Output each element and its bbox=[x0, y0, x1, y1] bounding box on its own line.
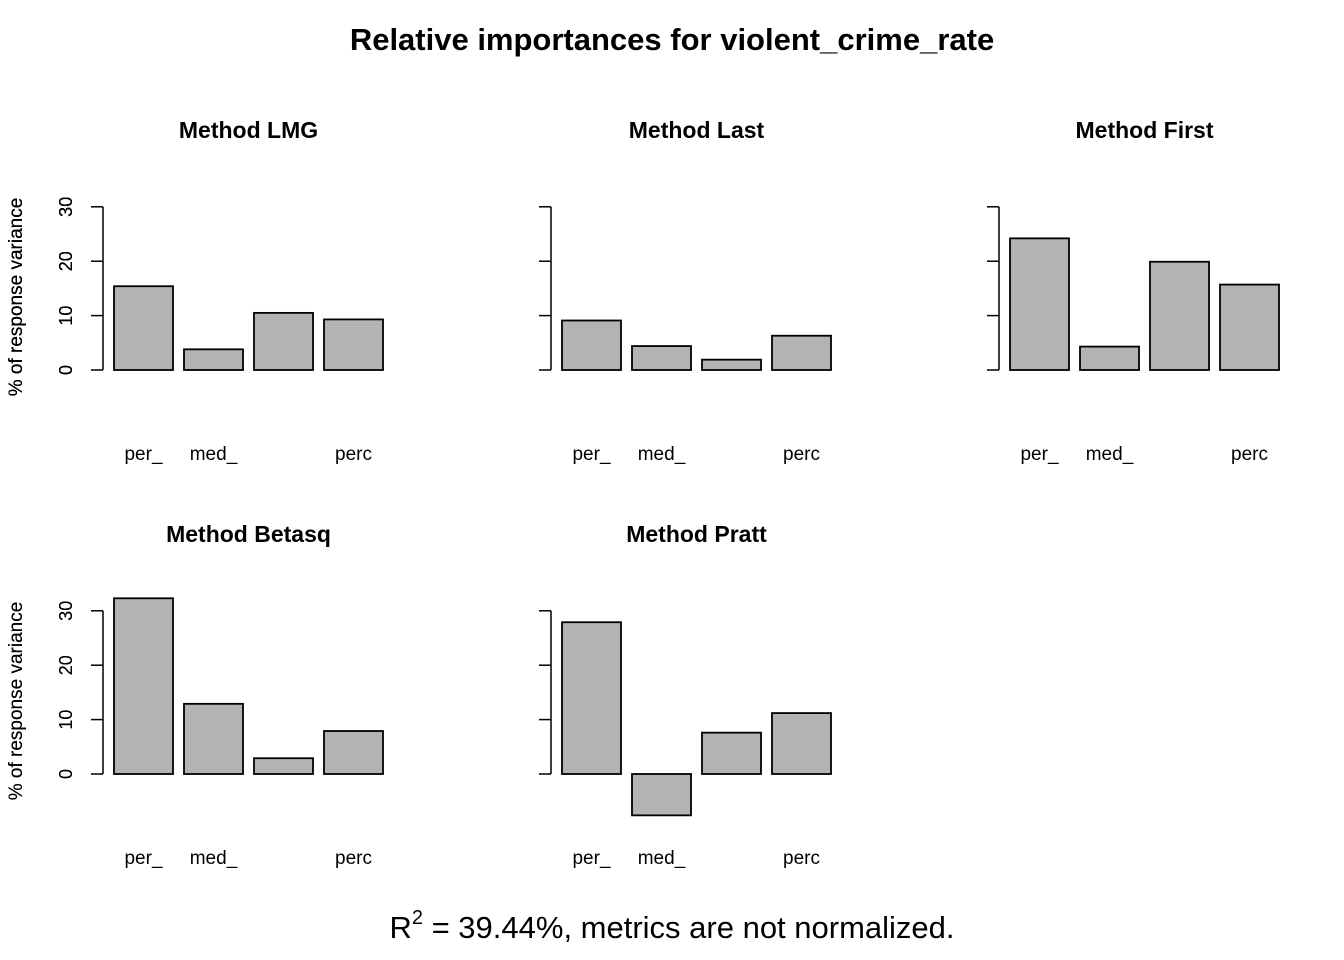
y-tick-label: 10 bbox=[56, 306, 76, 326]
y-tick-label: 0 bbox=[56, 769, 76, 779]
r2-superscript: 2 bbox=[412, 907, 423, 929]
bar bbox=[701, 358, 762, 371]
bar bbox=[323, 730, 384, 775]
chart-panel: Method LMG % of response variance 0 10 20 30 p… bbox=[6, 117, 384, 465]
y-tick-label: 10 bbox=[56, 306, 76, 326]
category-label: med_ bbox=[638, 444, 686, 465]
category-label: per_ bbox=[1020, 444, 1058, 465]
chart-panel: Method Betasq % of response variance 0 10 20… bbox=[6, 521, 384, 869]
category-label: per_ bbox=[572, 444, 610, 465]
bar bbox=[323, 318, 384, 371]
y-tick-label: 20 bbox=[56, 251, 76, 271]
y-tick-label: 10 bbox=[56, 710, 76, 730]
bar bbox=[1079, 345, 1140, 371]
bar bbox=[631, 345, 692, 371]
y-tick-label: 20 bbox=[56, 655, 76, 675]
category-label: per_ bbox=[124, 848, 162, 869]
r2-base: R bbox=[389, 910, 411, 945]
y-axis-label: % of response variance bbox=[6, 198, 27, 397]
y-axis-label: % of response variance bbox=[6, 602, 27, 801]
y-tick-label: 0 bbox=[56, 365, 76, 375]
y-tick-label: 0 bbox=[56, 769, 76, 779]
bar bbox=[183, 702, 244, 775]
category-label: perc bbox=[783, 444, 820, 465]
panel-title: Method Betasq bbox=[166, 521, 331, 547]
category-label: med_ bbox=[638, 848, 686, 869]
y-tick-label: 10 bbox=[56, 306, 76, 326]
chart-panel: Method Last % of response variance 0 10 20 30… bbox=[6, 117, 832, 465]
bar bbox=[701, 731, 762, 775]
bar bbox=[1149, 260, 1210, 371]
y-tick-label: 30 bbox=[56, 197, 76, 217]
main-title: Relative importances for violent_crime_r… bbox=[350, 22, 994, 57]
y-tick-label: 10 bbox=[56, 710, 76, 730]
category-label: med_ bbox=[190, 848, 238, 869]
category-label: med_ bbox=[190, 444, 238, 465]
chart-panel: Method First % of response variance 0 10 20 3… bbox=[6, 117, 1280, 465]
panels-group: Method LMG % of response variance 0 10 20 30 p… bbox=[6, 117, 1280, 869]
category-label: perc bbox=[335, 848, 372, 869]
y-tick-label: 20 bbox=[56, 251, 76, 271]
y-tick-label: 20 bbox=[56, 655, 76, 675]
y-tick-label: 30 bbox=[56, 197, 76, 217]
panel-title: Method Pratt bbox=[626, 521, 767, 547]
category-label: per_ bbox=[572, 848, 610, 869]
y-tick-label: 30 bbox=[56, 601, 76, 621]
bar bbox=[1219, 283, 1280, 371]
category-label: med_ bbox=[1086, 444, 1134, 465]
r2-text: = 39.44%, metrics are not normalized. bbox=[423, 910, 955, 945]
y-tick-label: 30 bbox=[56, 601, 76, 621]
r-squared-footer: R2 = 39.44%, metrics are not normalized. bbox=[389, 907, 954, 945]
panel-title: Method LMG bbox=[179, 117, 318, 143]
category-label: perc bbox=[335, 444, 372, 465]
bar bbox=[113, 597, 174, 775]
panel-title: Method Last bbox=[629, 117, 765, 143]
bar bbox=[1009, 237, 1070, 371]
category-label: per_ bbox=[124, 444, 162, 465]
bar bbox=[771, 712, 832, 775]
bar bbox=[561, 621, 622, 775]
bar bbox=[561, 319, 622, 371]
category-label: perc bbox=[1231, 444, 1268, 465]
chart-panel: Method Pratt % of response variance 0 10 20 3… bbox=[6, 521, 832, 869]
bar bbox=[253, 757, 314, 775]
y-tick-label: 20 bbox=[56, 251, 76, 271]
y-axis-label: % of response variance bbox=[6, 198, 27, 397]
y-tick-label: 0 bbox=[56, 365, 76, 375]
bar bbox=[771, 334, 832, 371]
bar bbox=[631, 773, 692, 817]
y-tick-label: 0 bbox=[56, 365, 76, 375]
bar bbox=[253, 311, 314, 371]
category-label: perc bbox=[783, 848, 820, 869]
bar bbox=[113, 285, 174, 371]
y-tick-label: 30 bbox=[56, 197, 76, 217]
panel-title: Method First bbox=[1076, 117, 1214, 143]
y-axis-label: % of response variance bbox=[6, 198, 27, 397]
bar bbox=[183, 348, 244, 371]
y-axis-label: % of response variance bbox=[6, 602, 27, 801]
